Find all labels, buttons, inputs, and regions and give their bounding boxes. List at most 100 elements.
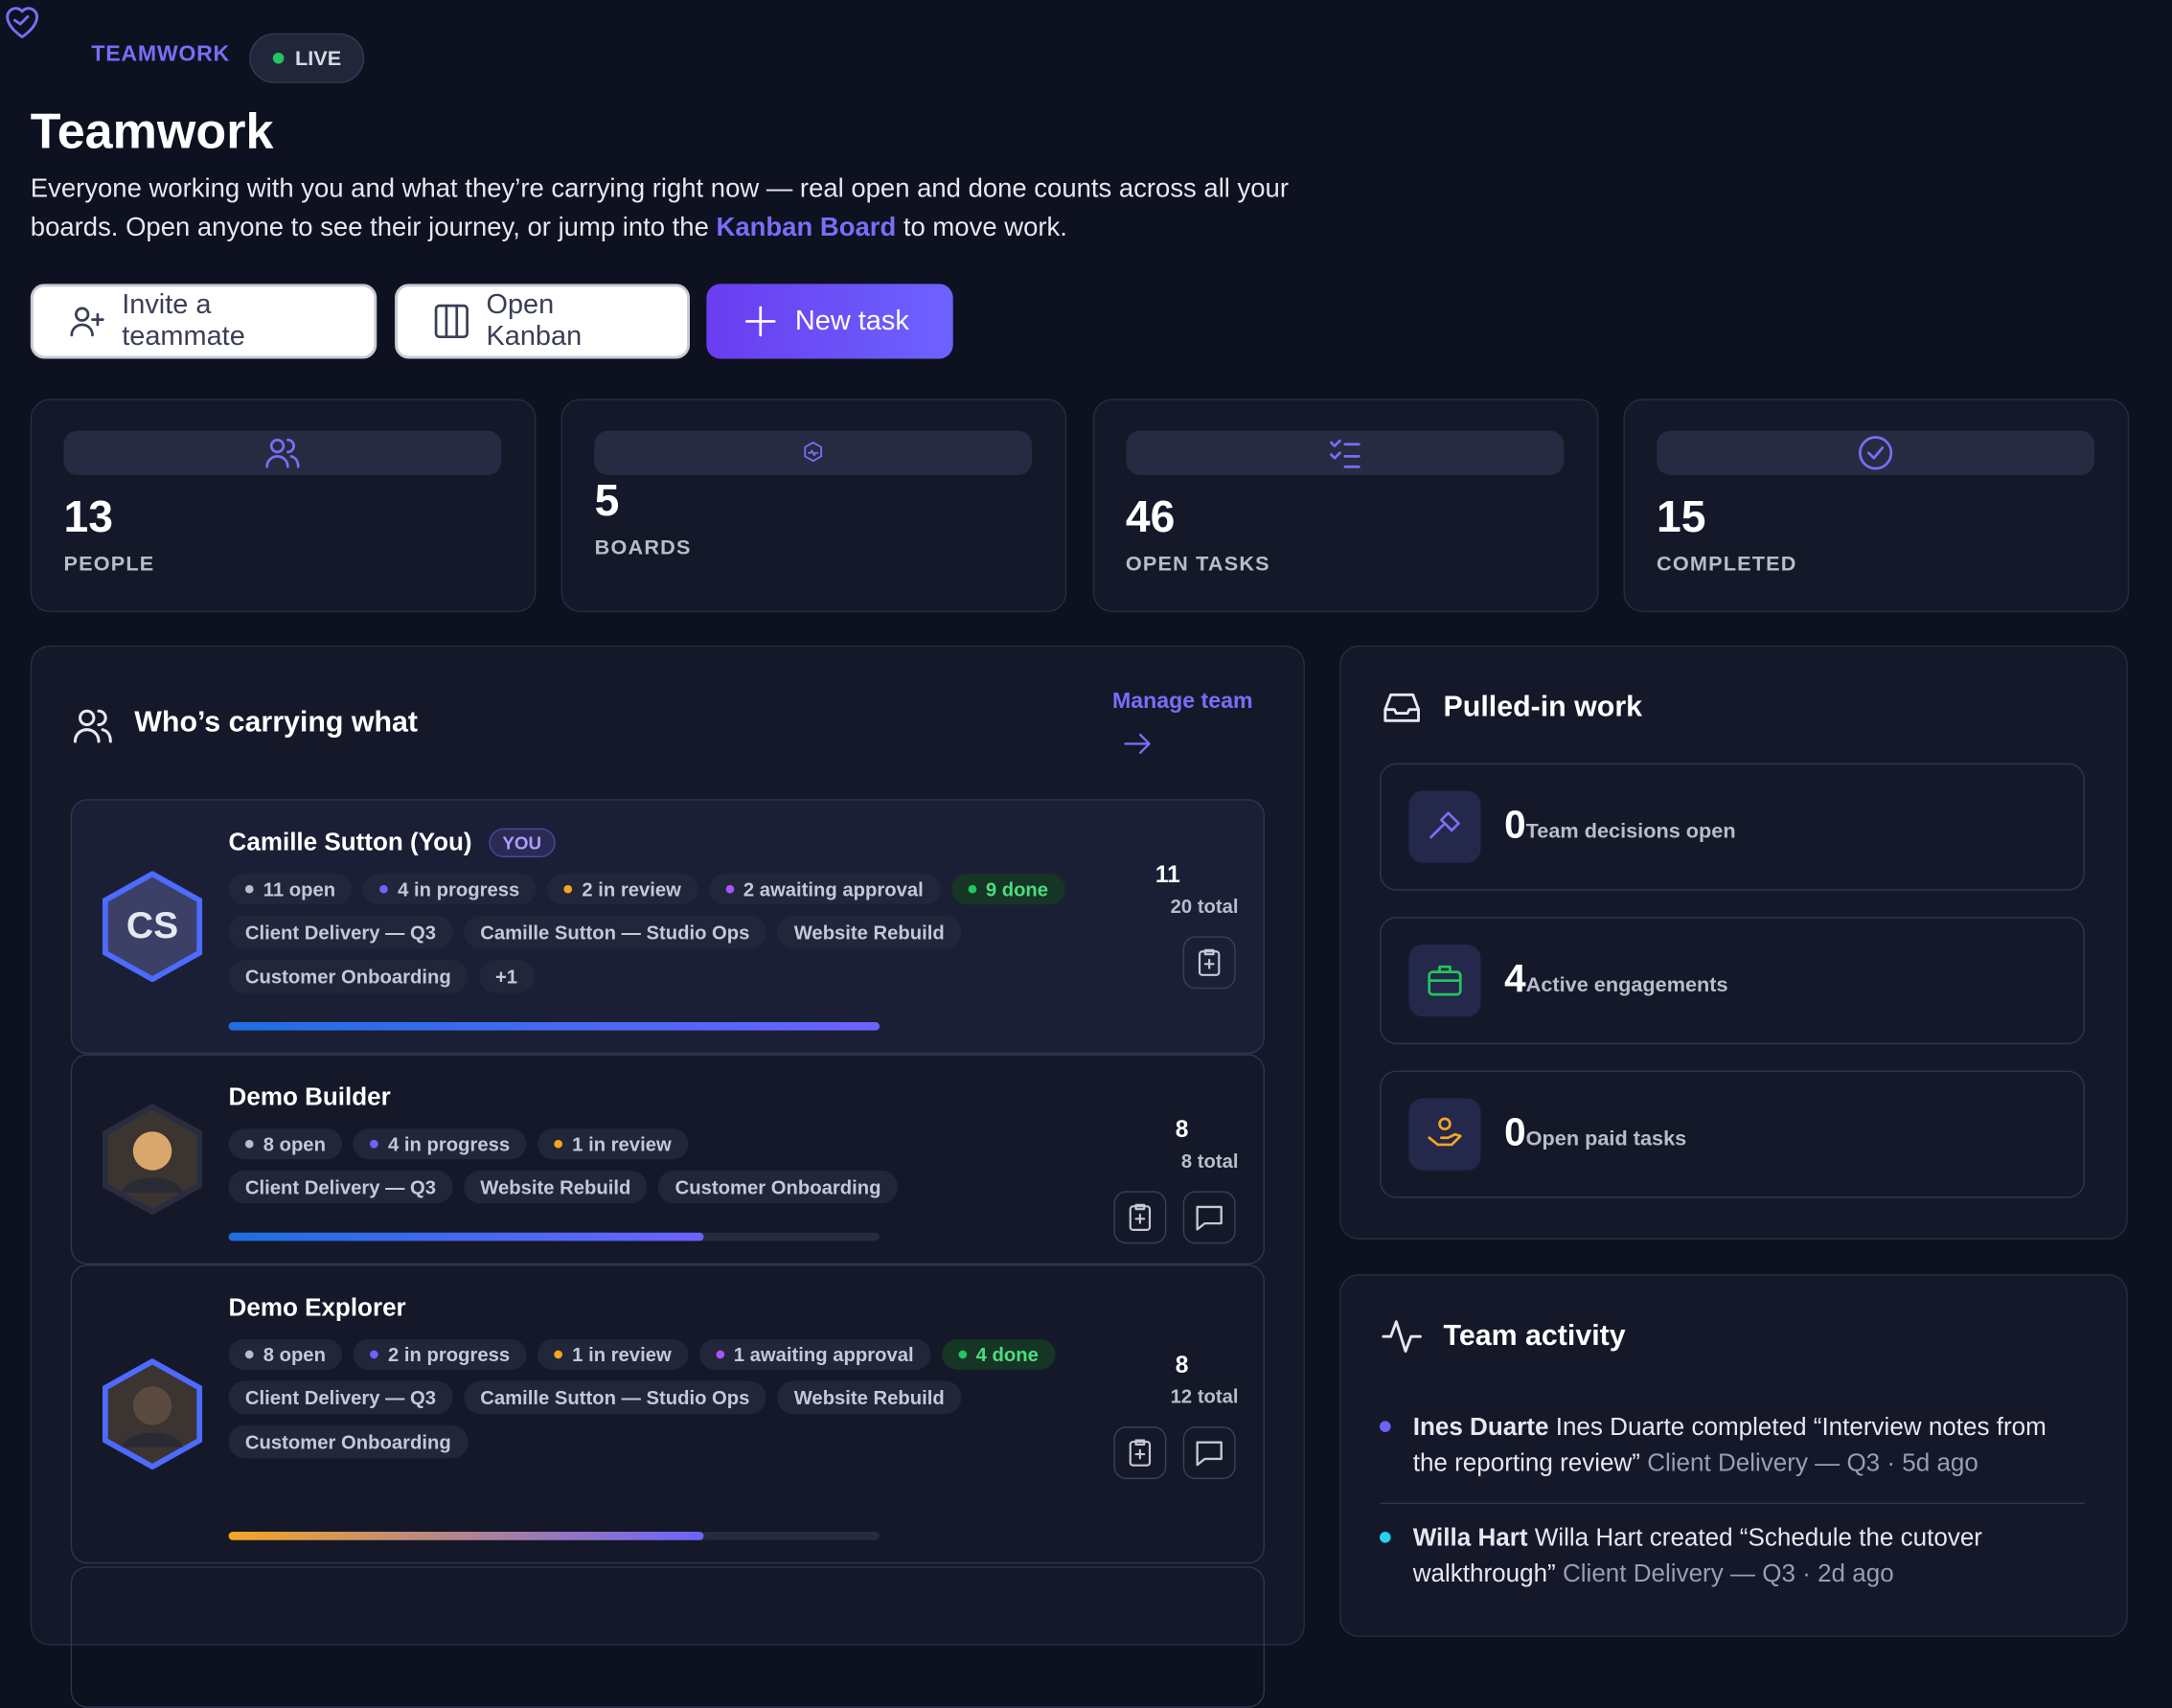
activity-panel: Team activity Ines Duarte Ines Duarte com…: [1339, 1274, 2128, 1637]
pulled-value: 0: [1504, 803, 1526, 847]
app: TEAMWORK LIVE Teamwork Everyone working wit…: [6, 7, 2130, 1708]
stat-icon: [800, 439, 828, 467]
member-name-row: Demo Explorer: [229, 1293, 406, 1322]
brand: TEAMWORK: [91, 42, 230, 67]
chip-text: 1 awaiting approval: [733, 1343, 914, 1366]
pulled-item[interactable]: 4 Active engagements: [1380, 917, 2085, 1045]
status-chip: 8 open: [228, 1128, 343, 1160]
chip-dot: [244, 884, 254, 894]
pulled-icon: [1408, 790, 1481, 863]
member-total: 8: [1175, 1116, 1189, 1143]
stat-icon: [1855, 432, 1896, 473]
member-card[interactable]: Demo Explorer 8 open 2 in progress 1 in rev…: [70, 1264, 1266, 1564]
panel-title: Pulled-in work: [1443, 691, 1643, 723]
board-chip: +1: [478, 959, 535, 993]
progress-fill: [228, 1532, 704, 1540]
pulled-value: 0: [1504, 1110, 1526, 1154]
activity-text: Ines Duarte Ines Duarte completed “Inter…: [1413, 1408, 2085, 1480]
activity-item: Ines Duarte Ines Duarte completed “Inter…: [1380, 1408, 2085, 1505]
activity-meta: Client Delivery — Q3 · 5d ago: [1647, 1448, 1978, 1477]
pulled-text: 4 Active engagements: [1504, 957, 1727, 1001]
stat-card: 15 COMPLETED: [1623, 399, 2130, 613]
board-chip: Client Delivery — Q3: [228, 1170, 453, 1204]
you-badge: YOU: [488, 828, 556, 857]
manage-team-link[interactable]: Manage team: [1111, 690, 1253, 714]
pulled-text: 0 Open paid tasks: [1504, 1111, 1686, 1155]
arrow-icon: [1119, 726, 1155, 769]
add-task-button[interactable]: [1182, 936, 1236, 990]
stat-label: BOARDS: [594, 535, 692, 560]
status-chip: 1 in review: [537, 1128, 689, 1160]
tags: 8 open 2 in progress 1 in review 1 awaiting…: [228, 1339, 1130, 1469]
stat-card: 46 OPEN TASKS: [1092, 399, 1598, 613]
add-task-button[interactable]: [1113, 1426, 1167, 1480]
status-chip: 4 done: [941, 1339, 1056, 1370]
team-panel: Who’s carrying what Manage team CS Camille …: [30, 645, 1305, 1708]
board-chip: Website Rebuild: [463, 1170, 648, 1204]
action-button[interactable]: New task: [706, 284, 953, 359]
stat-label: OPEN TASKS: [1125, 552, 1270, 577]
avatar-initials: CS: [126, 904, 179, 946]
chip-text: 1 in review: [572, 1132, 672, 1155]
board-chip: Customer Onboarding: [228, 1424, 469, 1459]
pulled-in-panel: Pulled-in work 0 Team decisions open 4 Activ…: [1339, 645, 2128, 1240]
chip-text: 8 open: [263, 1132, 326, 1155]
activity-actor: Ines Duarte: [1412, 1412, 1549, 1441]
panel-icon: [69, 702, 116, 756]
status-chip: 4 in progress: [363, 874, 537, 905]
stat-icon: [1324, 432, 1365, 473]
status-chip: 1 awaiting approval: [698, 1339, 930, 1370]
action-button[interactable]: Invite a teammate: [30, 284, 377, 359]
chip-text: 2 awaiting approval: [743, 877, 924, 900]
chip-dot: [957, 1350, 967, 1359]
button-icon: [740, 301, 781, 342]
member-name-row: Camille Sutton (You) YOU: [229, 828, 556, 857]
chip-text: 2 in review: [582, 877, 681, 900]
board-chip: Website Rebuild: [777, 915, 962, 949]
message-button[interactable]: [1182, 1426, 1236, 1480]
activity-dot: [1380, 1421, 1391, 1432]
activity-item: Willa Hart Willa Hart created “Schedule …: [1380, 1519, 2085, 1591]
panel-title: Team activity: [1443, 1319, 1626, 1353]
stat-card: 13 PEOPLE: [30, 399, 537, 613]
member-total-label: 20 total: [1170, 894, 1239, 918]
board-chip: Client Delivery — Q3: [228, 1380, 453, 1415]
chip-dot: [370, 1139, 378, 1149]
avatar: CS: [100, 870, 205, 983]
pulled-icon: [1408, 945, 1481, 1017]
description: Everyone working with you and what they’…: [31, 171, 1319, 248]
status-chip: 1 in review: [537, 1339, 689, 1370]
board-chip: Client Delivery — Q3: [228, 915, 453, 949]
member-card[interactable]: [70, 1566, 1266, 1708]
status-text: LIVE: [294, 46, 342, 71]
chip-dot: [725, 884, 734, 894]
status-chip: 2 in review: [547, 874, 698, 905]
member-card[interactable]: Demo Builder 8 open 4 in progress 1 in revi…: [70, 1054, 1266, 1265]
pulled-item[interactable]: 0 Open paid tasks: [1380, 1070, 2085, 1198]
pulled-text: 0 Team decisions open: [1504, 804, 1735, 848]
pulled-item[interactable]: 0 Team decisions open: [1380, 763, 2085, 891]
action-button[interactable]: Open Kanban: [395, 284, 691, 359]
chip-dot: [244, 1139, 254, 1149]
chip-dot: [715, 1350, 724, 1359]
panel-icon: [1380, 686, 1424, 737]
board-chip: Website Rebuild: [777, 1380, 962, 1415]
member-name: Demo Builder: [228, 1082, 391, 1111]
member-card[interactable]: CS Camille Sutton (You) YOU 11 open 4 in pro…: [70, 799, 1266, 1055]
chip-text: 11 open: [263, 877, 336, 900]
stat-icon-bar: [1125, 430, 1564, 475]
message-button[interactable]: [1182, 1191, 1236, 1244]
chip-dot: [244, 1350, 254, 1359]
kanban-link[interactable]: Kanban Board: [716, 213, 897, 243]
chip-text: 9 done: [985, 877, 1049, 900]
pulled-label: Open paid tasks: [1525, 1127, 1687, 1151]
pulled-label: Team decisions open: [1525, 819, 1736, 844]
chip-dot: [554, 1139, 563, 1149]
panel-title: Who’s carrying what: [134, 706, 419, 739]
chip-text: 4 in progress: [388, 1132, 511, 1155]
activity-meta: Client Delivery — Q3 · 2d ago: [1562, 1559, 1894, 1587]
status-chip: 9 done: [950, 874, 1065, 905]
chip-dot: [554, 1350, 563, 1359]
page: Teamwork {"header":{"brand":"TEAMWORK","…: [6, 7, 2130, 1708]
add-task-button[interactable]: [1113, 1191, 1167, 1244]
